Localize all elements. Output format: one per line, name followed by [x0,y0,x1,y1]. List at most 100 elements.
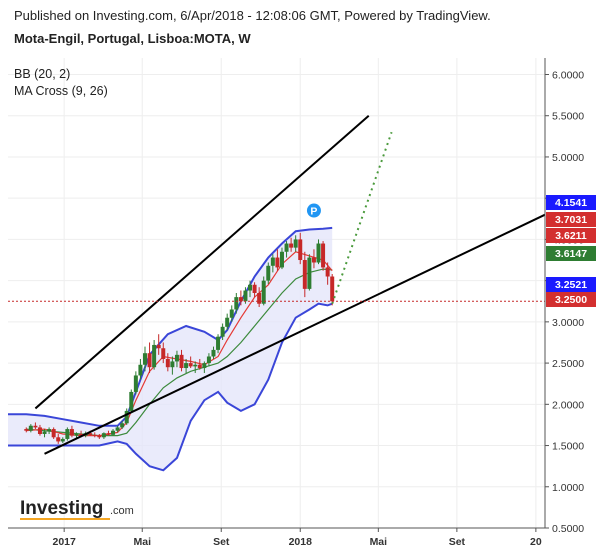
candle-body [266,265,271,281]
candle-body [92,434,97,436]
candle-body [243,290,248,302]
y-tick-label: 3.0000 [552,317,584,329]
candle-body [293,239,298,248]
x-tick-label: Mai [370,536,388,548]
symbol-title: Mota-Engil, Portugal, Lisboa:MOTA, W [14,31,251,46]
x-tick-label: 2018 [289,536,313,548]
price-badge [546,292,596,307]
candle-body [161,348,166,359]
candle-body [56,437,61,442]
trendline-channel-bottom [44,213,546,455]
candle-body [302,260,307,289]
candle-body [330,276,335,302]
candle-body [197,364,202,369]
bollinger-upper-line [8,226,333,427]
candle-body [279,251,284,268]
candle-body [275,257,280,268]
marker-circle [306,203,321,218]
candle-body [88,433,93,435]
marker-label: P [310,206,317,218]
y-tick-label: 6.0000 [552,69,584,81]
candle-body [28,425,33,431]
indicator-ma-label: MA Cross (9, 26) [14,84,108,98]
x-tick-label: Mai [133,536,151,548]
candle-body [51,429,56,438]
projection-dotted-line [331,131,393,305]
candle-body [225,317,230,327]
candle-body [284,243,289,252]
bollinger-lower-line [8,302,333,472]
y-tick-label: 5.5000 [552,111,584,123]
logo-accent-bar [20,518,110,520]
candle-body [193,364,198,367]
candle-body [42,431,47,434]
indicator-bb-label: BB (20, 2) [14,67,70,81]
candle-body [156,344,161,349]
published-line: Published on Investing.com, 6/Apr/2018 -… [14,8,491,23]
candle-body [65,429,70,439]
candle-body [234,297,239,310]
candle-body [69,429,74,436]
candle-body [238,297,243,302]
candle-body [33,425,38,428]
candle-body [316,243,321,263]
price-badge [546,277,596,292]
candle-body [129,391,134,411]
price-badge-label: 3.2521 [555,279,587,291]
candle-body [216,336,221,350]
y-tick-label: 2.0000 [552,399,584,411]
price-badge [546,228,596,243]
candle-body [289,243,294,248]
candle-body [106,433,111,435]
logo-brand: Investing [20,498,103,519]
plot-area[interactable]: P [8,58,546,529]
candle-body [138,364,143,376]
x-tick-label: Set [449,536,466,548]
candle-body [111,430,116,435]
candle-body [170,361,175,368]
price-badge-label: 3.6147 [555,248,587,260]
candle-body [74,434,79,436]
y-axis: 0.50001.00001.50002.00002.50003.00003.50… [544,58,596,535]
candle-body [115,427,120,431]
indicator-legend: BB (20, 2) MA Cross (9, 26) [14,67,108,98]
candle-body [124,410,129,424]
candle-body [188,363,193,367]
candle-body [47,429,52,432]
candle-body [270,257,275,266]
candle-body [142,353,147,365]
candle-body [120,423,125,428]
price-badge-label: 4.1541 [555,197,587,209]
logo-suffix: .com [110,505,134,517]
trendline-channel-top [34,114,370,410]
price-badge-label: 3.2500 [555,294,587,306]
candle-body [101,433,106,438]
x-tick-label: Set [213,536,230,548]
candle-body [184,363,189,369]
candle-body [261,280,266,304]
y-tick-label: 5.0000 [552,152,584,164]
x-axis: 2017 Mai Set 2018 Mai Set 20 [8,527,545,548]
price-badge [546,246,596,261]
y-tick-label: 2.5000 [552,358,584,370]
candle-body [248,284,253,291]
price-badge-label: 3.7031 [555,214,587,226]
price-badge [546,212,596,227]
x-tick-label: 20 [530,536,542,548]
y-tick-label: 0.5000 [552,523,584,535]
candle-body [152,344,157,368]
investing-logo: Investing .com [20,498,134,520]
candle-body [307,257,312,289]
candle-body [311,257,316,263]
candle-body [257,293,262,304]
candle-body [252,284,257,293]
x-tick-label: 2017 [52,536,76,548]
candle-body [147,353,152,368]
y-tick-label: 1.5000 [552,441,584,453]
candle-body [298,239,303,261]
candle-body [202,363,207,369]
candle-body [211,349,216,357]
price-badge-label: 3.6211 [555,230,587,242]
candle-body [229,309,234,318]
